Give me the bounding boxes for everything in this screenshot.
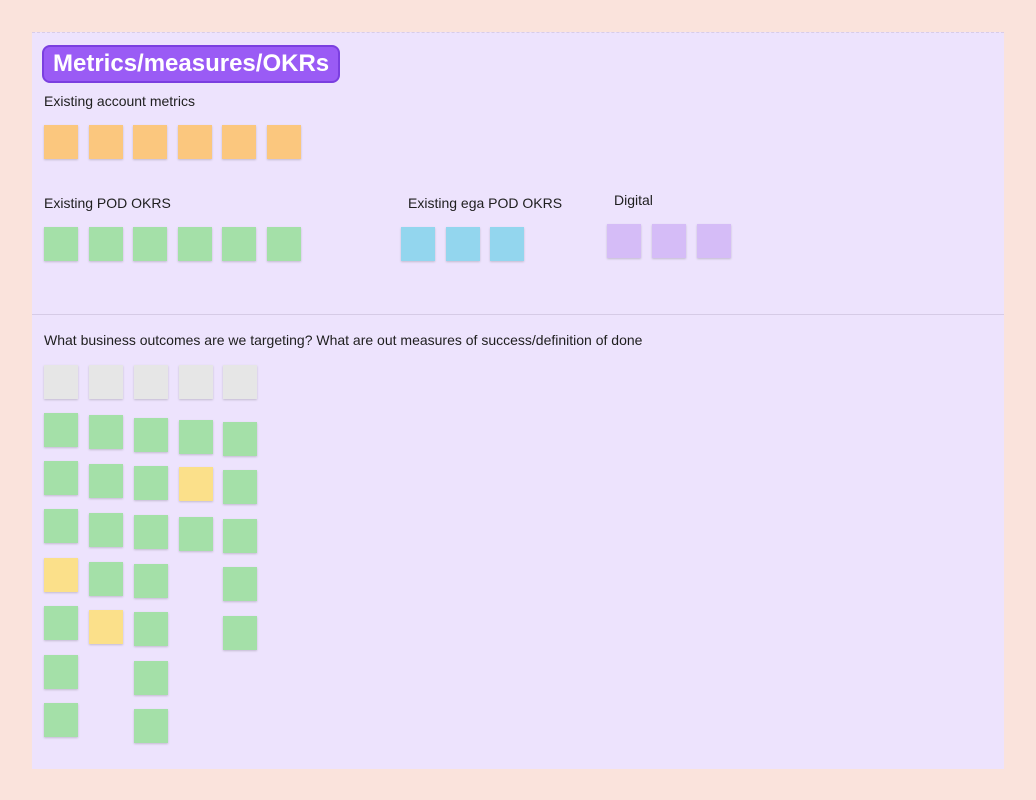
sticky-note: [223, 567, 257, 601]
sticky-note: [134, 466, 168, 500]
sticky-note: [445, 227, 480, 261]
sticky-note: [222, 125, 257, 159]
sticky-note: [134, 515, 168, 549]
section-heading: Existing ega POD OKRS: [408, 195, 563, 211]
sticky-note: [134, 661, 168, 695]
section-heading: Existing POD OKRS: [44, 195, 171, 211]
sticky-note: [44, 125, 78, 159]
sticky-note: [133, 125, 168, 159]
sticky-note: [44, 558, 78, 592]
section-heading: Existing account metrics: [44, 93, 195, 109]
sticky-note: [44, 703, 78, 737]
section-heading: What business outcomes are we targeting?…: [44, 332, 643, 348]
sticky-note: [134, 418, 168, 452]
sticky-note: [134, 612, 168, 646]
divider: [32, 314, 1004, 315]
sticky-note: [179, 467, 213, 501]
sticky-note: [88, 125, 123, 159]
sticky-note: [89, 365, 123, 399]
sticky-note: [223, 519, 257, 553]
sticky-note: [134, 709, 168, 743]
sticky-note: [179, 517, 213, 551]
sticky-note: [490, 227, 524, 261]
sticky-note: [89, 415, 123, 449]
sticky-note: [223, 616, 257, 650]
sticky-note: [134, 365, 168, 399]
sticky-note: [44, 655, 78, 689]
sticky-note: [177, 227, 212, 261]
section-heading: Digital: [614, 192, 653, 208]
sticky-note: [223, 422, 257, 456]
sticky-note: [44, 606, 78, 640]
sticky-note: [89, 464, 123, 498]
sticky-note: [267, 125, 301, 159]
sticky-note: [222, 227, 257, 261]
board-title: Metrics/measures/OKRs: [42, 45, 341, 83]
sticky-note: [89, 513, 123, 547]
sticky-note: [133, 227, 168, 261]
whiteboard: Metrics/measures/OKRs Existing account m…: [32, 32, 1004, 769]
sticky-note: [179, 365, 213, 399]
sticky-note: [44, 365, 78, 399]
sticky-note: [88, 227, 123, 261]
sticky-note: [652, 224, 686, 258]
sticky-note: [223, 470, 257, 504]
sticky-note: [89, 562, 123, 596]
sticky-note: [607, 224, 641, 258]
sticky-note: [401, 227, 435, 261]
sticky-note: [89, 610, 123, 644]
sticky-note: [179, 420, 213, 454]
sticky-note: [697, 224, 731, 258]
sticky-note: [44, 509, 78, 543]
sticky-note: [44, 413, 78, 447]
sticky-note: [267, 227, 301, 261]
sticky-note: [223, 365, 257, 399]
sticky-note: [177, 125, 212, 159]
sticky-note: [134, 564, 168, 598]
sticky-note: [44, 461, 78, 495]
sticky-note: [44, 227, 78, 261]
